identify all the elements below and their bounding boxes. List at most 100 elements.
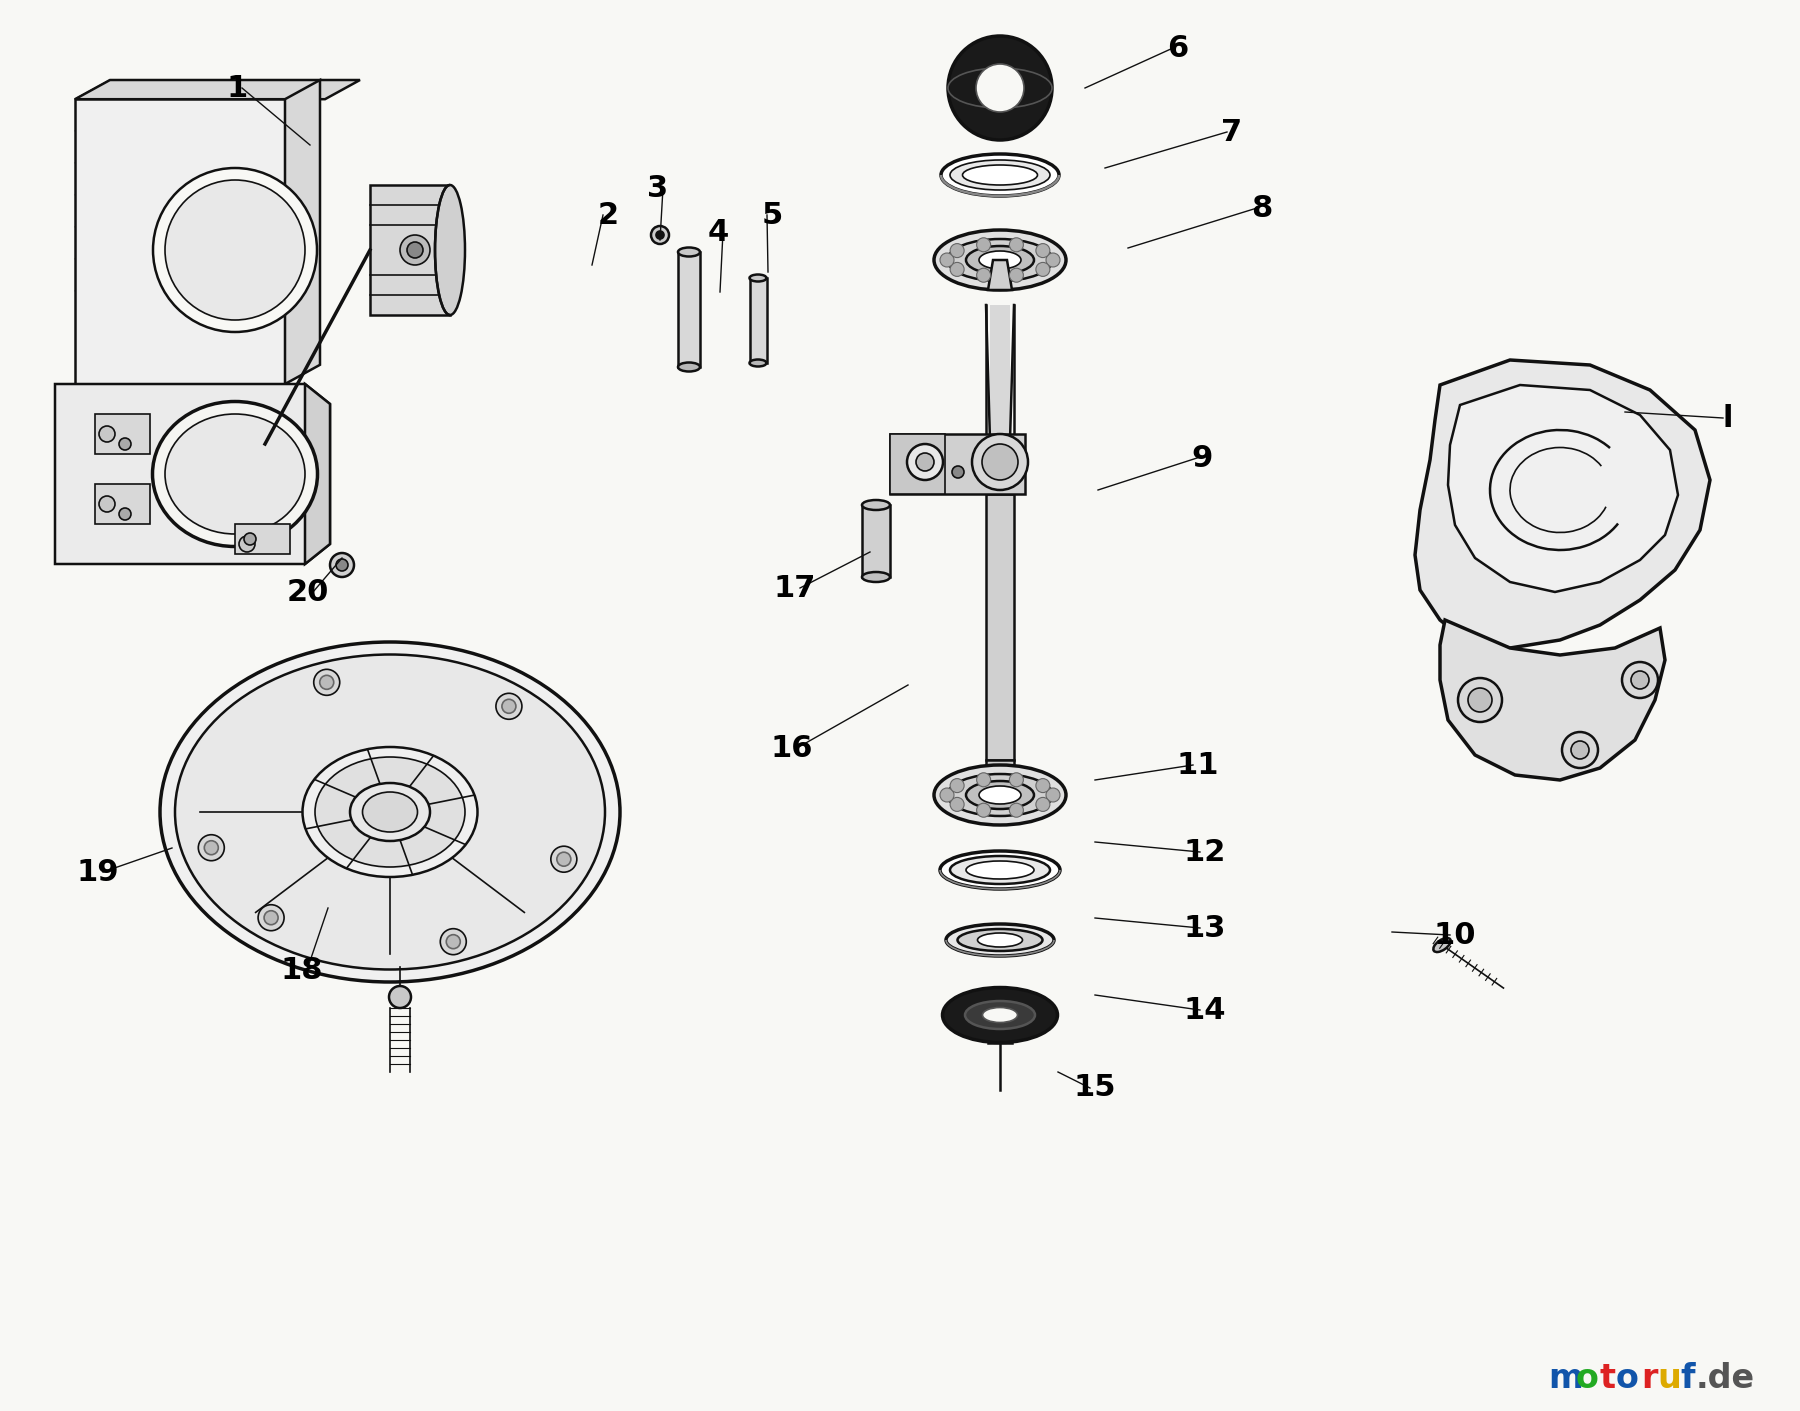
- Ellipse shape: [166, 413, 304, 533]
- Bar: [679, 253, 700, 367]
- Ellipse shape: [302, 746, 477, 878]
- Text: 7: 7: [1222, 117, 1242, 147]
- Ellipse shape: [963, 165, 1037, 185]
- Text: t: t: [1600, 1362, 1616, 1394]
- Ellipse shape: [679, 363, 700, 371]
- Polygon shape: [76, 272, 320, 291]
- Polygon shape: [889, 435, 945, 494]
- Circle shape: [99, 426, 115, 442]
- Text: 14: 14: [1184, 996, 1226, 1024]
- Ellipse shape: [349, 783, 430, 841]
- Circle shape: [907, 444, 943, 480]
- Ellipse shape: [979, 786, 1021, 804]
- Ellipse shape: [315, 756, 464, 866]
- Ellipse shape: [967, 782, 1033, 809]
- Ellipse shape: [941, 154, 1058, 196]
- Polygon shape: [889, 435, 1024, 494]
- Bar: [986, 494, 1013, 761]
- Text: 16: 16: [770, 734, 814, 762]
- Bar: [95, 413, 149, 454]
- Circle shape: [1035, 797, 1049, 811]
- Ellipse shape: [965, 1000, 1035, 1029]
- Ellipse shape: [940, 851, 1060, 889]
- Circle shape: [389, 986, 410, 1007]
- Ellipse shape: [947, 924, 1055, 957]
- Ellipse shape: [950, 856, 1049, 885]
- Bar: [236, 523, 290, 555]
- Circle shape: [952, 466, 965, 478]
- Circle shape: [446, 934, 461, 948]
- Circle shape: [1622, 662, 1658, 698]
- Text: l: l: [1723, 404, 1733, 433]
- Polygon shape: [56, 384, 329, 564]
- Circle shape: [655, 231, 664, 238]
- Circle shape: [1035, 244, 1049, 258]
- Ellipse shape: [362, 792, 418, 832]
- Circle shape: [977, 803, 990, 817]
- Circle shape: [940, 253, 954, 267]
- Circle shape: [977, 773, 990, 787]
- Polygon shape: [304, 384, 329, 564]
- Text: r: r: [1642, 1362, 1658, 1394]
- Polygon shape: [76, 80, 320, 99]
- Text: 8: 8: [1251, 193, 1273, 223]
- Circle shape: [441, 928, 466, 955]
- Text: 15: 15: [1075, 1074, 1116, 1102]
- Ellipse shape: [977, 933, 1022, 947]
- Text: 5: 5: [761, 200, 783, 230]
- Ellipse shape: [160, 642, 619, 982]
- Circle shape: [166, 181, 304, 320]
- Circle shape: [976, 63, 1024, 111]
- Circle shape: [198, 835, 225, 861]
- Ellipse shape: [862, 499, 889, 509]
- Circle shape: [1035, 779, 1049, 793]
- Ellipse shape: [153, 402, 317, 546]
- Polygon shape: [76, 80, 360, 99]
- Polygon shape: [1447, 385, 1678, 593]
- Bar: [862, 505, 889, 577]
- Circle shape: [556, 852, 571, 866]
- Ellipse shape: [1433, 938, 1451, 952]
- Ellipse shape: [979, 251, 1021, 270]
- Circle shape: [551, 847, 576, 872]
- Ellipse shape: [943, 988, 1058, 1043]
- Circle shape: [320, 676, 333, 690]
- Ellipse shape: [436, 185, 464, 315]
- Circle shape: [400, 236, 430, 265]
- Ellipse shape: [175, 655, 605, 969]
- Text: 12: 12: [1184, 838, 1226, 866]
- Circle shape: [1010, 238, 1024, 251]
- Text: .de: .de: [1696, 1362, 1755, 1394]
- Ellipse shape: [947, 238, 1053, 281]
- Circle shape: [245, 533, 256, 545]
- Circle shape: [313, 669, 340, 696]
- Text: 4: 4: [707, 217, 729, 247]
- Ellipse shape: [950, 159, 1049, 190]
- Circle shape: [950, 779, 965, 793]
- Bar: [986, 761, 1013, 794]
- Circle shape: [239, 536, 256, 552]
- Circle shape: [205, 841, 218, 855]
- Circle shape: [977, 238, 990, 251]
- Circle shape: [1469, 689, 1492, 713]
- Circle shape: [257, 904, 284, 931]
- Circle shape: [916, 453, 934, 471]
- Circle shape: [1571, 741, 1589, 759]
- Circle shape: [940, 787, 954, 801]
- Polygon shape: [284, 80, 320, 384]
- Text: 17: 17: [774, 573, 815, 602]
- Polygon shape: [371, 185, 450, 315]
- Text: 6: 6: [1168, 34, 1188, 62]
- Polygon shape: [76, 111, 320, 131]
- Polygon shape: [76, 99, 284, 384]
- Text: o: o: [1616, 1362, 1638, 1394]
- Polygon shape: [76, 240, 320, 260]
- Text: 2: 2: [598, 200, 619, 230]
- Text: 11: 11: [1177, 751, 1219, 779]
- Text: m: m: [1548, 1362, 1582, 1394]
- Text: 9: 9: [1192, 443, 1213, 473]
- Circle shape: [652, 226, 670, 244]
- Text: o: o: [1577, 1362, 1598, 1394]
- Circle shape: [329, 553, 355, 577]
- Ellipse shape: [934, 765, 1066, 825]
